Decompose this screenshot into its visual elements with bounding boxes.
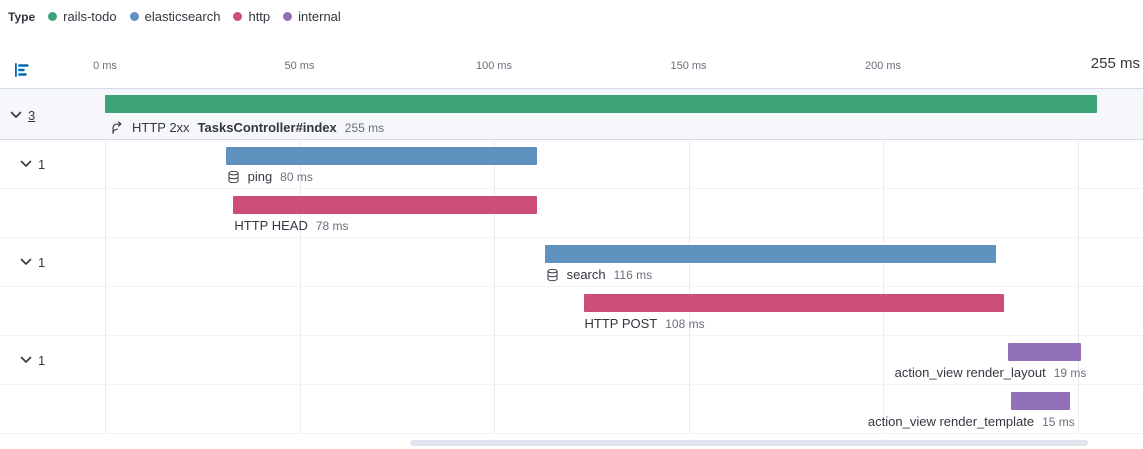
- children-count: 1: [38, 352, 46, 368]
- span-bar[interactable]: [583, 294, 1004, 312]
- expand-collapse-button[interactable]: 3: [8, 107, 35, 123]
- span-bar[interactable]: [544, 245, 996, 263]
- span-label[interactable]: HTTP POST 108 ms: [585, 316, 705, 331]
- legend-item-label: elasticsearch: [144, 9, 221, 24]
- label-duration: 80 ms: [280, 169, 313, 184]
- transaction-icon: [110, 120, 124, 135]
- horizontal-scrollbar-thumb[interactable]: [410, 440, 1088, 446]
- chevron-down-icon: [18, 254, 34, 270]
- label-duration: 108 ms: [665, 316, 705, 331]
- legend-item-http: http: [233, 9, 270, 24]
- label-duration: 15 ms: [1042, 414, 1075, 429]
- span-bar[interactable]: [225, 147, 537, 165]
- label-duration: 255 ms: [344, 120, 385, 135]
- waterfall-row: 1 search 116 ms: [0, 238, 1143, 287]
- label-name: HTTP HEAD: [234, 218, 308, 233]
- legend-dot-rails-todo: [48, 12, 58, 21]
- waterfall-row: 1 action_view render_layout 19 ms: [0, 336, 1143, 385]
- waterfall-row: 1 ping 80 ms: [0, 140, 1143, 189]
- children-count: 1: [38, 254, 46, 270]
- label-name: search: [566, 267, 606, 282]
- span-label[interactable]: search 116 ms: [546, 267, 653, 282]
- axis-tick-label: 150 ms: [670, 60, 707, 72]
- waterfall-row: action_view render_template 15 ms: [0, 385, 1143, 434]
- type-legend: Type rails-todo elasticsearch http internal: [8, 9, 341, 24]
- database-icon: [227, 170, 240, 184]
- axis-tick-label: 100 ms: [475, 60, 513, 72]
- chevron-down-icon: [18, 156, 34, 172]
- legend-item-label: rails-todo: [63, 9, 117, 24]
- chevron-down-icon: [18, 352, 34, 368]
- gridline: [1077, 88, 1079, 434]
- axis-max-duration: 255 ms: [1090, 55, 1140, 72]
- gridline: [299, 88, 301, 434]
- label-name: action_view render_layout: [894, 365, 1046, 380]
- gridline: [105, 88, 106, 434]
- axis-tick-label: 0 ms: [93, 60, 117, 72]
- waterfall-row: HTTP POST 108 ms: [0, 287, 1143, 336]
- span-label[interactable]: action_view render_layout 19 ms: [895, 365, 1087, 380]
- waterfall-row: HTTP HEAD 78 ms: [0, 189, 1143, 238]
- database-icon: [546, 268, 559, 282]
- span-bar[interactable]: [233, 196, 537, 214]
- axis-tick-label: 50 ms: [284, 60, 315, 72]
- legend-item-rails-todo: rails-todo: [48, 9, 117, 24]
- legend-item-elasticsearch: elasticsearch: [129, 9, 221, 24]
- label-prefix: HTTP 2xx: [132, 120, 190, 135]
- span-label[interactable]: action_view render_template 15 ms: [868, 414, 1075, 429]
- timeline-bars-icon[interactable]: [14, 62, 30, 78]
- label-name: HTTP POST: [584, 316, 658, 331]
- span-bar[interactable]: [1007, 343, 1082, 361]
- legend-item-internal: internal: [283, 9, 341, 24]
- label-name: TasksController#index: [197, 120, 337, 135]
- waterfall-row: 3 HTTP 2xx TasksController#index 255 ms: [0, 88, 1143, 140]
- label-name: action_view render_template: [867, 414, 1035, 429]
- children-count: 3: [28, 107, 36, 123]
- label-name: ping: [247, 169, 273, 184]
- legend-dot-http: [233, 12, 243, 21]
- expand-collapse-button[interactable]: 1: [18, 156, 45, 172]
- expand-collapse-button[interactable]: 1: [18, 352, 45, 368]
- transaction-label[interactable]: HTTP 2xx TasksController#index 255 ms: [110, 120, 384, 135]
- label-duration: 116 ms: [613, 267, 653, 282]
- span-label[interactable]: HTTP HEAD 78 ms: [234, 218, 348, 233]
- expand-collapse-button[interactable]: 1: [18, 254, 45, 270]
- legend-dot-elasticsearch: [129, 12, 139, 21]
- label-duration: 19 ms: [1053, 365, 1087, 380]
- legend-dot-internal: [283, 12, 293, 21]
- span-bar[interactable]: [1011, 392, 1070, 410]
- legend-items: rails-todo elasticsearch http internal: [48, 9, 341, 24]
- span-label[interactable]: ping 80 ms: [227, 169, 313, 184]
- axis-tick-label: 200 ms: [864, 60, 902, 72]
- legend-item-label: http: [248, 9, 271, 24]
- gridline: [494, 88, 495, 434]
- transaction-bar[interactable]: [105, 95, 1097, 113]
- chevron-down-icon: [8, 107, 24, 123]
- waterfall-rows: 3 HTTP 2xx TasksController#index 255 ms 1 pin…: [0, 88, 1143, 434]
- legend-title: Type: [8, 9, 36, 24]
- children-count: 1: [38, 156, 46, 172]
- legend-item-label: internal: [298, 9, 341, 24]
- label-duration: 78 ms: [315, 218, 349, 233]
